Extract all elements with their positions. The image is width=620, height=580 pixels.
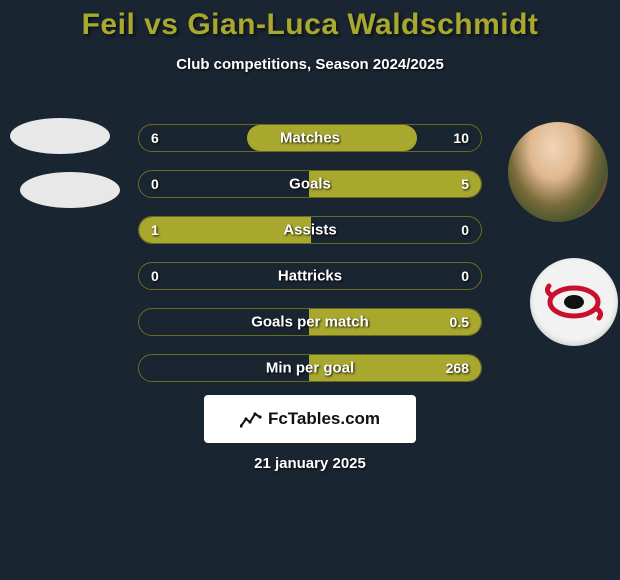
player1-club-logo xyxy=(20,172,120,208)
page-subtitle: Club competitions, Season 2024/2025 xyxy=(0,56,620,73)
brand-label: FcTables.com xyxy=(268,409,380,429)
stat-row: 268 Min per goal xyxy=(138,354,482,382)
stat-label: Assists xyxy=(283,222,336,239)
stat-value-right: 0 xyxy=(461,268,469,284)
stat-fill-right xyxy=(309,171,481,197)
stat-value-left: 6 xyxy=(151,130,159,146)
stat-value-left: 0 xyxy=(151,176,159,192)
player2-avatar xyxy=(508,122,608,222)
stats-container: 610Matches05Goals10Assists00Hattricks0.5… xyxy=(138,124,482,400)
stat-label: Goals xyxy=(289,176,331,193)
stat-row: 0 5 Goals xyxy=(138,170,482,198)
stat-row: 6 10 Matches xyxy=(138,124,482,152)
stat-row: 0 0 Hattricks xyxy=(138,262,482,290)
stat-label: Min per goal xyxy=(266,360,354,377)
date-label: 21 january 2025 xyxy=(254,455,366,472)
stat-label: Goals per match xyxy=(251,314,369,331)
player2-club-logo xyxy=(530,258,618,346)
stat-label: Matches xyxy=(280,130,340,147)
player1-avatar xyxy=(10,118,110,154)
stat-label: Hattricks xyxy=(278,268,342,285)
stat-row: 1 0 Assists xyxy=(138,216,482,244)
page-title: Feil vs Gian-Luca Waldschmidt xyxy=(0,8,620,42)
stat-value-right: 5 xyxy=(461,176,469,192)
stat-value-right: 0 xyxy=(461,222,469,238)
stat-value-left: 0 xyxy=(151,268,159,284)
stat-value-left: 1 xyxy=(151,222,159,238)
stat-value-right: 10 xyxy=(453,130,469,146)
hurricane-icon xyxy=(545,281,603,323)
stat-value-right: 0.5 xyxy=(450,314,469,330)
chart-icon xyxy=(240,410,262,428)
stat-value-right: 268 xyxy=(446,360,469,376)
stat-row: 0.5 Goals per match xyxy=(138,308,482,336)
brand-badge: FcTables.com xyxy=(204,395,416,443)
